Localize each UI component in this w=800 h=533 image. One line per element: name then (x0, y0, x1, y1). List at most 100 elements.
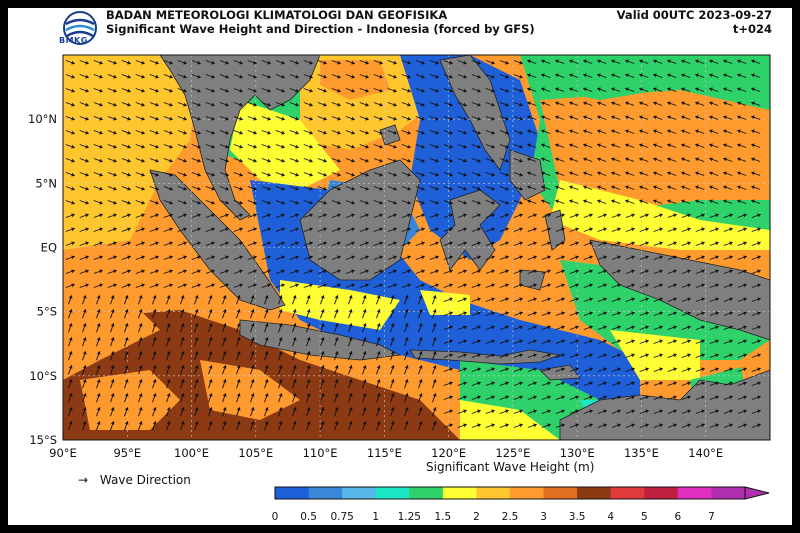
direction-arrow (121, 213, 132, 218)
direction-arrow (149, 227, 160, 232)
direction-arrow (485, 311, 496, 316)
direction-arrow (96, 420, 101, 431)
direction-arrow (149, 88, 160, 93)
direction-arrow (149, 241, 160, 246)
direction-arrow (695, 213, 706, 218)
direction-arrow (233, 102, 244, 107)
direction-arrow (334, 322, 339, 333)
direction-arrow (362, 336, 367, 347)
direction-arrow (527, 255, 538, 260)
direction-arrow (373, 88, 384, 93)
direction-arrow (681, 227, 692, 232)
direction-arrow (79, 102, 90, 107)
direction-arrow (205, 186, 216, 191)
direction-arrow (583, 339, 594, 344)
direction-arrow (527, 297, 538, 302)
direction-arrow (404, 392, 409, 403)
direction-arrow (540, 87, 551, 92)
direction-arrow (152, 350, 157, 361)
direction-arrow (387, 241, 398, 246)
direction-arrow (110, 406, 115, 417)
direction-arrow (233, 283, 244, 288)
direction-arrow (610, 185, 621, 190)
lon-tick-label: 95°E (113, 446, 141, 460)
direction-arrow (485, 102, 496, 107)
direction-arrow (166, 350, 171, 361)
direction-arrow (166, 364, 171, 375)
direction-arrow (401, 255, 412, 260)
direction-arrow (695, 255, 706, 260)
direction-arrow (373, 158, 384, 163)
direction-arrow (250, 336, 255, 347)
direction-arrow (331, 88, 342, 93)
direction-arrow (348, 392, 353, 403)
direction-arrow (555, 339, 566, 344)
direction-arrow (149, 213, 160, 218)
direction-arrow (554, 73, 565, 78)
direction-arrow (331, 130, 342, 135)
direction-arrow (582, 157, 593, 162)
direction-arrow (569, 227, 580, 232)
direction-arrow (736, 185, 747, 190)
direction-arrow (166, 336, 171, 347)
direction-arrow (96, 378, 101, 389)
direction-arrow (191, 60, 202, 65)
direction-arrow (261, 227, 272, 232)
direction-arrow (404, 350, 409, 361)
direction-arrow (625, 367, 636, 372)
direction-arrow (722, 59, 733, 64)
direction-arrow (638, 143, 649, 148)
direction-arrow (625, 255, 636, 260)
direction-arrow (597, 297, 608, 302)
direction-arrow (177, 269, 188, 274)
direction-arrow (569, 325, 580, 330)
direction-arrow (233, 130, 244, 135)
direction-arrow (317, 213, 328, 218)
direction-arrow (65, 116, 76, 121)
direction-arrow (219, 255, 230, 260)
direction-arrow (457, 353, 468, 358)
direction-arrow (149, 60, 160, 65)
direction-arrow (415, 172, 426, 177)
direction-arrow (639, 353, 650, 358)
direction-arrow (387, 283, 398, 288)
direction-arrow (415, 158, 426, 163)
direction-arrow (624, 171, 635, 176)
direction-arrow (667, 283, 678, 288)
direction-arrow (345, 144, 356, 149)
direction-arrow (359, 283, 370, 288)
direction-arrow (93, 102, 104, 107)
direction-arrow (625, 353, 636, 358)
direction-arrow (597, 283, 608, 288)
direction-arrow (653, 353, 664, 358)
direction-arrow (194, 420, 199, 431)
direction-arrow (121, 158, 132, 163)
direction-arrow (345, 88, 356, 93)
direction-arrow (457, 88, 468, 93)
direction-arrow (93, 227, 104, 232)
direction-arrow (317, 130, 328, 135)
direction-arrow (348, 406, 353, 417)
direction-arrow (499, 60, 510, 65)
direction-arrow (401, 144, 412, 149)
direction-arrow (292, 322, 297, 333)
direction-arrow (652, 115, 663, 120)
direction-arrow (457, 311, 468, 316)
direction-arrow (652, 101, 663, 106)
direction-arrow (317, 144, 328, 149)
direction-arrow (485, 130, 496, 135)
direction-arrow (695, 381, 706, 386)
direction-arrow (359, 255, 370, 260)
direction-arrow (236, 336, 241, 347)
direction-arrow (694, 115, 705, 120)
direction-arrow (65, 283, 76, 288)
direction-arrow (429, 74, 440, 79)
direction-arrow (93, 269, 104, 274)
direction-arrow (666, 157, 677, 162)
direction-arrow (583, 311, 594, 316)
colorbar-tick-label: 2.5 (502, 511, 519, 523)
direction-arrow (432, 364, 437, 375)
direction-arrow (597, 409, 608, 414)
direction-arrow (418, 294, 423, 305)
direction-arrow (652, 129, 663, 134)
